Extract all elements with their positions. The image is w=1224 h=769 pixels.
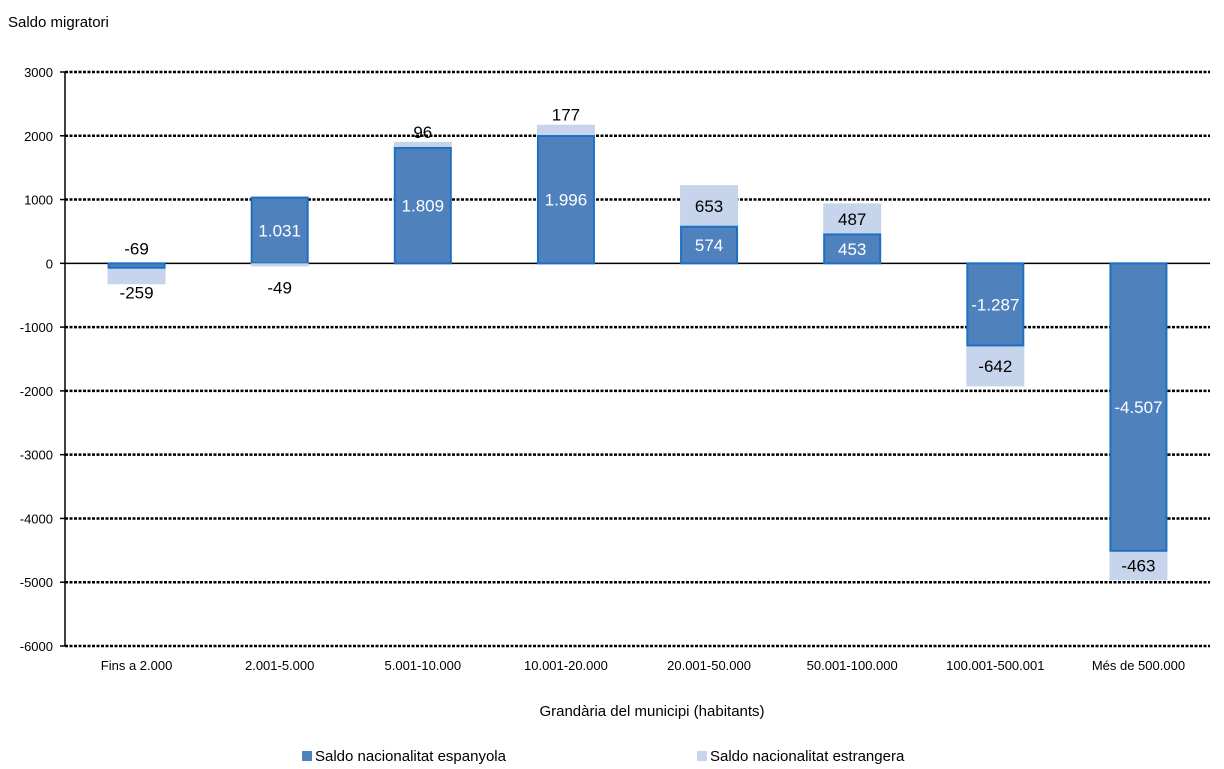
category-label: Fins a 2.000 [101, 658, 173, 673]
data-labels: -69 -259 1.031 -49 1.809 96 1.996 177 574 653 453 4… [120, 106, 1163, 576]
data-label-espanyola: -1.287 [971, 295, 1019, 314]
x-axis-title: Grandària del municipi (habitants) [539, 703, 764, 720]
data-label-espanyola: 1.031 [258, 221, 301, 240]
data-label-espanyola: 1.996 [545, 191, 588, 210]
data-label-estrangera: 653 [695, 197, 723, 216]
bar-espanyola [107, 262, 166, 269]
data-label-estrangera: -463 [1121, 557, 1155, 576]
bar-espanyola [536, 135, 595, 265]
bar-estrangera [1109, 550, 1168, 581]
data-label-estrangera: 487 [838, 210, 866, 229]
data-label-espanyola: 574 [695, 236, 723, 255]
bar-espanyola [393, 146, 452, 265]
data-label-espanyola: -69 [124, 239, 149, 258]
y-tick-label: -2000 [20, 384, 53, 399]
bar-estrangera [823, 203, 882, 235]
bar-espanyola [966, 262, 1025, 347]
data-label-espanyola: -4.507 [1114, 398, 1162, 417]
gridlines [65, 70, 1210, 648]
category-label: 50.001-100.000 [807, 658, 898, 673]
bar-estrangera [393, 141, 452, 148]
bars [107, 124, 1168, 581]
category-label: 10.001-20.000 [524, 658, 608, 673]
data-label-estrangera: -49 [267, 278, 292, 297]
y-tick-label: -1000 [20, 320, 53, 335]
data-label-estrangera: -642 [978, 357, 1012, 376]
data-label-estrangera: -259 [120, 283, 154, 302]
bar-estrangera [966, 345, 1025, 387]
y-axis-title: Saldo migratori [8, 14, 109, 31]
y-tick-label: 1000 [24, 193, 53, 208]
bar-estrangera [107, 267, 166, 285]
category-label: 5.001-10.000 [385, 658, 462, 673]
legend-swatch-espanyola [302, 751, 312, 761]
category-labels: Fins a 2.000 2.001-5.000 5.001-10.000 10.00… [101, 658, 1185, 673]
bar-espanyola [680, 225, 739, 265]
y-tick-label: 3000 [24, 65, 53, 80]
category-label: Més de 500.000 [1092, 658, 1185, 673]
bar-espanyola [823, 233, 882, 265]
legend-swatch-estrangera [697, 751, 707, 761]
legend-label-espanyola: Saldo nacionalitat espanyola [315, 748, 507, 765]
bar-estrangera [250, 263, 309, 267]
data-label-estrangera: 177 [552, 106, 580, 125]
category-label: 2.001-5.000 [245, 658, 314, 673]
y-tick-label: 0 [46, 256, 53, 271]
y-tick-label: -5000 [20, 575, 53, 590]
data-label-estrangera: 96 [413, 123, 432, 142]
category-label: 20.001-50.000 [667, 658, 751, 673]
bar-espanyola [1109, 262, 1168, 552]
y-tick-label: -3000 [20, 448, 53, 463]
y-tick-labels: 3000 2000 1000 0 -1000 -2000 -3000 -4000 -5000 -6… [20, 65, 65, 654]
category-label: 100.001-500.001 [946, 658, 1044, 673]
bar-estrangera [536, 124, 595, 137]
legend: Saldo nacionalitat espanyola Saldo nacio… [302, 748, 905, 765]
legend-label-estrangera: Saldo nacionalitat estrangera [710, 748, 905, 765]
data-label-espanyola: 453 [838, 240, 866, 259]
data-label-espanyola: 1.809 [402, 197, 445, 216]
y-tick-label: 2000 [24, 129, 53, 144]
y-tick-label: -4000 [20, 511, 53, 526]
y-tick-label: -6000 [20, 639, 53, 654]
bar-estrangera [680, 185, 739, 227]
